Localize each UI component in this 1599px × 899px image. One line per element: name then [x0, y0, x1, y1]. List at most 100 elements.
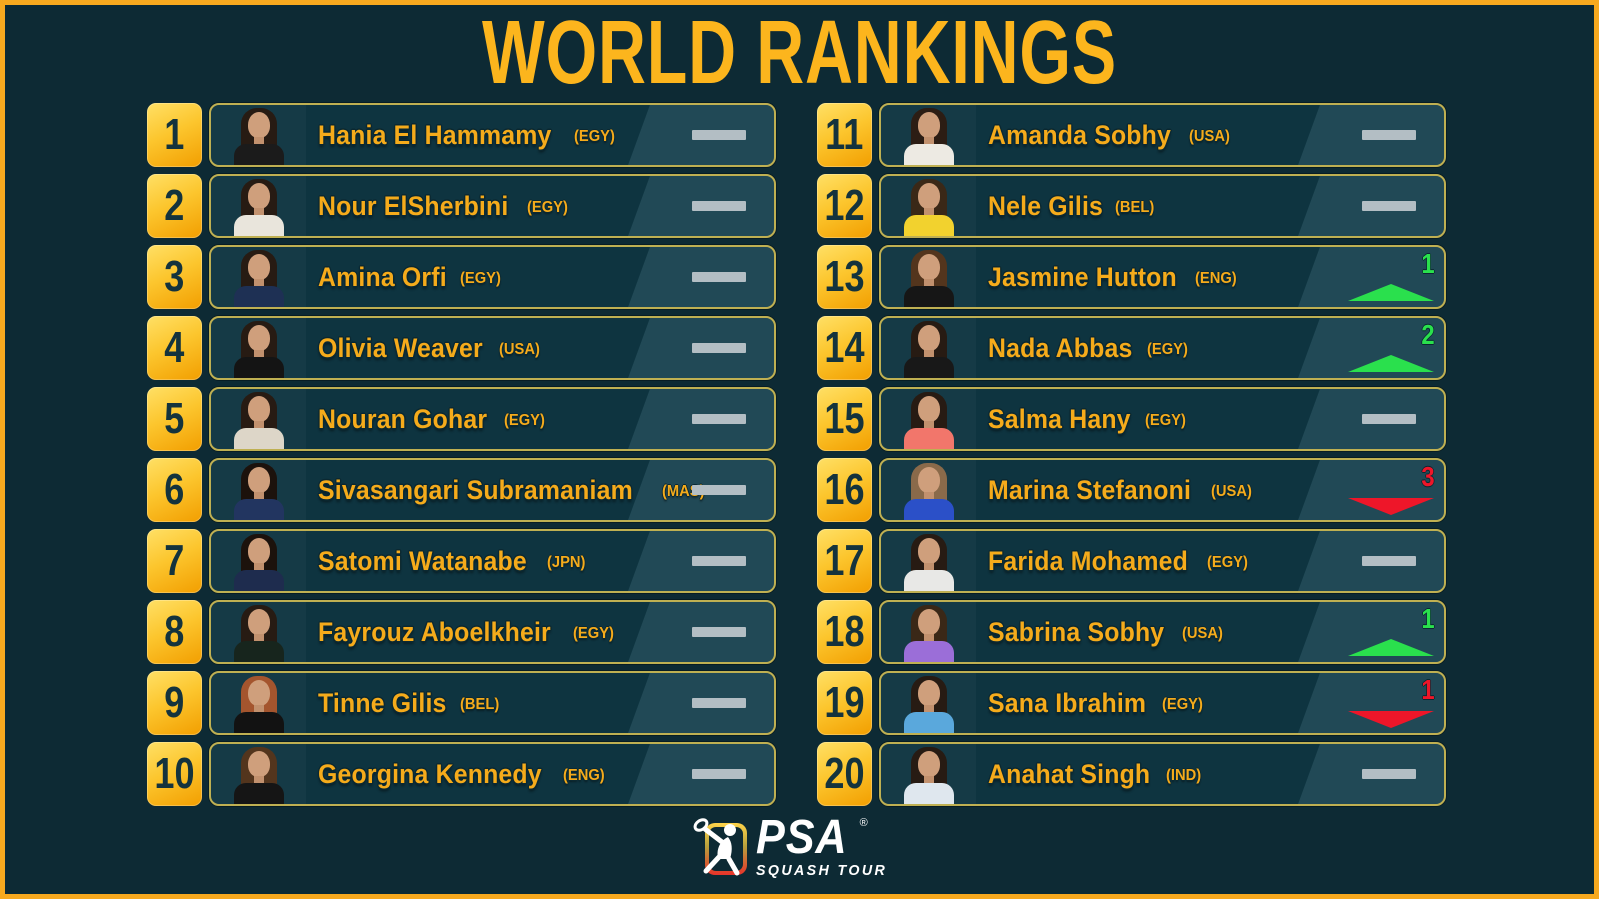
rank-badge: 17 [817, 529, 872, 593]
player-photo [211, 602, 306, 662]
rank-number: 12 [824, 181, 865, 230]
avatar-neck [923, 776, 934, 784]
player-name: Sana Ibrahim [988, 687, 1147, 718]
player-panel: Satomi Watanabe (JPN) [209, 529, 776, 593]
player-panel: Nele Gilis (BEL) [879, 174, 1446, 238]
avatar-neck [253, 634, 264, 642]
player-name-line: Sana Ibrahim (EGY) [988, 673, 1206, 733]
avatar-face [247, 467, 270, 493]
player-panel: Sabrina Sobhy (USA) 1 [879, 600, 1446, 664]
avatar-face [917, 467, 940, 493]
player-name-line: Hania El Hammamy (EGY) [318, 105, 618, 165]
player-panel: Farida Mohamed (EGY) [879, 529, 1446, 593]
player-name: Satomi Watanabe [318, 545, 527, 576]
avatar-shirt [233, 570, 284, 591]
no-change-dash-icon [692, 485, 746, 495]
avatar-neck [253, 705, 264, 713]
avatar-shirt [233, 499, 284, 520]
avatar-neck [923, 279, 934, 287]
player-name-line: Farida Mohamed (EGY) [988, 531, 1252, 591]
rank-number: 9 [164, 678, 185, 727]
ranking-row: 2 Nour ElSherbini (EGY) [147, 174, 776, 238]
ranking-row: 14 Nada Abbas (EGY) 2 [817, 316, 1446, 380]
movement-number: 3 [1421, 461, 1435, 492]
country-label: (EGY) [1145, 412, 1186, 429]
avatar-shirt [233, 286, 284, 307]
country-label: (USA) [1188, 128, 1230, 145]
rank-badge: 10 [147, 742, 202, 806]
ranking-row: 5 Nouran Gohar (EGY) [147, 387, 776, 451]
rank-number: 8 [164, 607, 185, 656]
rank-number: 4 [164, 323, 185, 372]
avatar-neck [253, 208, 264, 216]
player-name-line: Satomi Watanabe (JPN) [318, 531, 589, 591]
player-name-line: Nele Gilis (BEL) [988, 176, 1158, 236]
no-change-dash-icon [1362, 414, 1416, 424]
rank-number: 20 [824, 749, 865, 798]
avatar-face [247, 680, 270, 706]
rank-badge: 15 [817, 387, 872, 451]
ranking-row: 16 Marina Stefanoni (USA) 3 [817, 458, 1446, 522]
avatar-shirt [903, 215, 954, 236]
rank-number: 1 [164, 110, 185, 159]
player-photo [881, 389, 976, 449]
avatar-neck [923, 705, 934, 713]
rank-badge: 6 [147, 458, 202, 522]
player-panel: Fayrouz Aboelkheir (EGY) [209, 600, 776, 664]
avatar-shirt [903, 428, 954, 449]
rank-number: 6 [164, 465, 185, 514]
up-arrow-icon [1348, 639, 1434, 656]
down-arrow-icon [1348, 711, 1434, 728]
rank-number: 7 [164, 536, 185, 585]
avatar-neck [923, 563, 934, 571]
player-name: Anahat Singh [988, 758, 1151, 789]
avatar-face [247, 396, 270, 422]
rank-number: 15 [824, 394, 865, 443]
rank-number: 10 [154, 749, 195, 798]
player-name: Salma Hany [988, 403, 1131, 434]
ranking-row: 6 Sivasangari Subramaniam (MAS) [147, 458, 776, 522]
ranking-row: 8 Fayrouz Aboelkheir (EGY) [147, 600, 776, 664]
ranking-row: 10 Georgina Kennedy (ENG) [147, 742, 776, 806]
country-label: (EGY) [460, 270, 501, 287]
no-change-dash-icon [692, 343, 746, 353]
country-label: (EGY) [1147, 341, 1188, 358]
movement-number: 2 [1421, 319, 1435, 350]
player-name: Fayrouz Aboelkheir [318, 616, 551, 647]
player-name: Marina Stefanoni [988, 474, 1192, 505]
psa-logo: PSA ® SQUASH TOUR [5, 813, 1594, 879]
rank-badge: 16 [817, 458, 872, 522]
ranking-row: 15 Salma Hany (EGY) [817, 387, 1446, 451]
down-arrow-icon [1348, 498, 1434, 515]
player-panel: Olivia Weaver (USA) [209, 316, 776, 380]
avatar-face [917, 112, 940, 138]
player-panel: Amina Orfi (EGY) [209, 245, 776, 309]
player-photo [881, 176, 976, 236]
rank-badge: 5 [147, 387, 202, 451]
avatar-face [917, 609, 940, 635]
player-name-line: Amanda Sobhy (USA) [988, 105, 1233, 165]
rank-badge: 14 [817, 316, 872, 380]
rank-number: 16 [824, 465, 865, 514]
country-label: (USA) [499, 341, 541, 358]
psa-logo-mark [693, 818, 747, 876]
rank-badge: 13 [817, 245, 872, 309]
player-name: Nour ElSherbini [318, 190, 509, 221]
player-photo [881, 673, 976, 733]
avatar-shirt [903, 357, 954, 378]
no-change-dash-icon [692, 556, 746, 566]
avatar-face [247, 609, 270, 635]
country-label: (ENG) [563, 767, 605, 784]
no-change-dash-icon [1362, 769, 1416, 779]
rank-badge: 20 [817, 742, 872, 806]
player-photo [881, 105, 976, 165]
avatar-shirt [903, 712, 954, 733]
ranking-row: 11 Amanda Sobhy (USA) [817, 103, 1446, 167]
country-label: (BEL) [1115, 199, 1155, 216]
country-label: (EGY) [503, 412, 545, 429]
avatar-neck [923, 350, 934, 358]
avatar-neck [923, 634, 934, 642]
player-name-line: Nouran Gohar (EGY) [318, 389, 548, 449]
avatar-neck [253, 776, 264, 784]
